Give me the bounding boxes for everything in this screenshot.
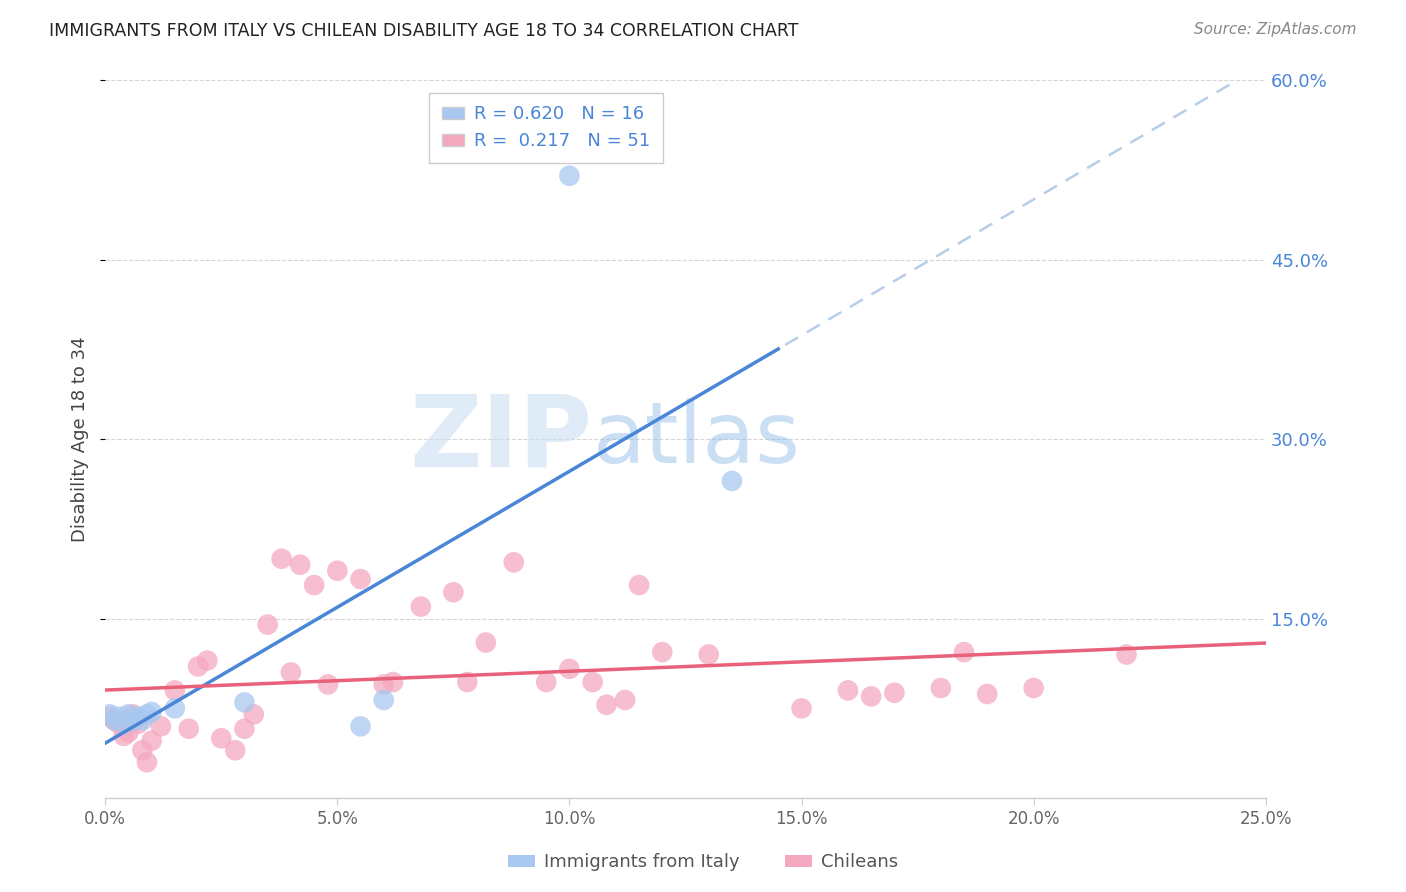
- Point: [187, 659, 209, 673]
- Point: [1115, 648, 1137, 662]
- Point: [270, 551, 292, 566]
- Point: [558, 662, 581, 676]
- Point: [117, 707, 139, 722]
- Point: [103, 714, 125, 728]
- Point: [582, 675, 605, 690]
- Point: [131, 743, 153, 757]
- Y-axis label: Disability Age 18 to 34: Disability Age 18 to 34: [72, 336, 89, 541]
- Point: [614, 693, 637, 707]
- Point: [108, 717, 131, 731]
- Point: [316, 677, 339, 691]
- Point: [628, 578, 651, 592]
- Point: [502, 555, 524, 569]
- Point: [976, 687, 998, 701]
- Point: [349, 572, 371, 586]
- Point: [256, 617, 278, 632]
- Point: [149, 719, 172, 733]
- Point: [108, 710, 131, 724]
- Point: [233, 695, 256, 709]
- Point: [883, 686, 905, 700]
- Point: [409, 599, 432, 614]
- Point: [280, 665, 302, 680]
- Point: [141, 733, 163, 747]
- Point: [224, 743, 246, 757]
- Point: [534, 675, 557, 690]
- Legend: Immigrants from Italy, Chileans: Immigrants from Italy, Chileans: [501, 847, 905, 879]
- Point: [382, 675, 405, 690]
- Point: [163, 701, 186, 715]
- Point: [651, 645, 673, 659]
- Point: [103, 714, 125, 728]
- Point: [721, 474, 744, 488]
- Point: [136, 707, 159, 722]
- Point: [177, 722, 200, 736]
- Point: [98, 707, 121, 722]
- Point: [122, 707, 145, 722]
- Point: [122, 714, 145, 728]
- Point: [373, 677, 395, 691]
- Point: [790, 701, 813, 715]
- Text: Source: ZipAtlas.com: Source: ZipAtlas.com: [1194, 22, 1357, 37]
- Point: [860, 690, 883, 704]
- Text: ZIP: ZIP: [409, 391, 593, 488]
- Point: [441, 585, 464, 599]
- Point: [326, 564, 349, 578]
- Point: [697, 648, 720, 662]
- Point: [209, 731, 232, 746]
- Point: [195, 653, 218, 667]
- Point: [136, 756, 159, 770]
- Point: [373, 693, 395, 707]
- Point: [127, 717, 149, 731]
- Text: atlas: atlas: [593, 398, 800, 481]
- Legend: R = 0.620   N = 16, R =  0.217   N = 51: R = 0.620 N = 16, R = 0.217 N = 51: [429, 93, 664, 163]
- Point: [302, 578, 325, 592]
- Point: [242, 707, 264, 722]
- Point: [112, 729, 135, 743]
- Point: [127, 710, 149, 724]
- Point: [98, 710, 121, 724]
- Point: [117, 725, 139, 739]
- Point: [595, 698, 617, 712]
- Point: [1022, 681, 1045, 695]
- Point: [131, 714, 153, 728]
- Text: IMMIGRANTS FROM ITALY VS CHILEAN DISABILITY AGE 18 TO 34 CORRELATION CHART: IMMIGRANTS FROM ITALY VS CHILEAN DISABIL…: [49, 22, 799, 40]
- Point: [475, 635, 498, 649]
- Point: [141, 705, 163, 719]
- Point: [953, 645, 976, 659]
- Point: [163, 683, 186, 698]
- Point: [558, 169, 581, 183]
- Point: [929, 681, 952, 695]
- Point: [456, 675, 478, 690]
- Point: [349, 719, 371, 733]
- Point: [837, 683, 859, 698]
- Point: [233, 722, 256, 736]
- Point: [112, 717, 135, 731]
- Point: [290, 558, 312, 572]
